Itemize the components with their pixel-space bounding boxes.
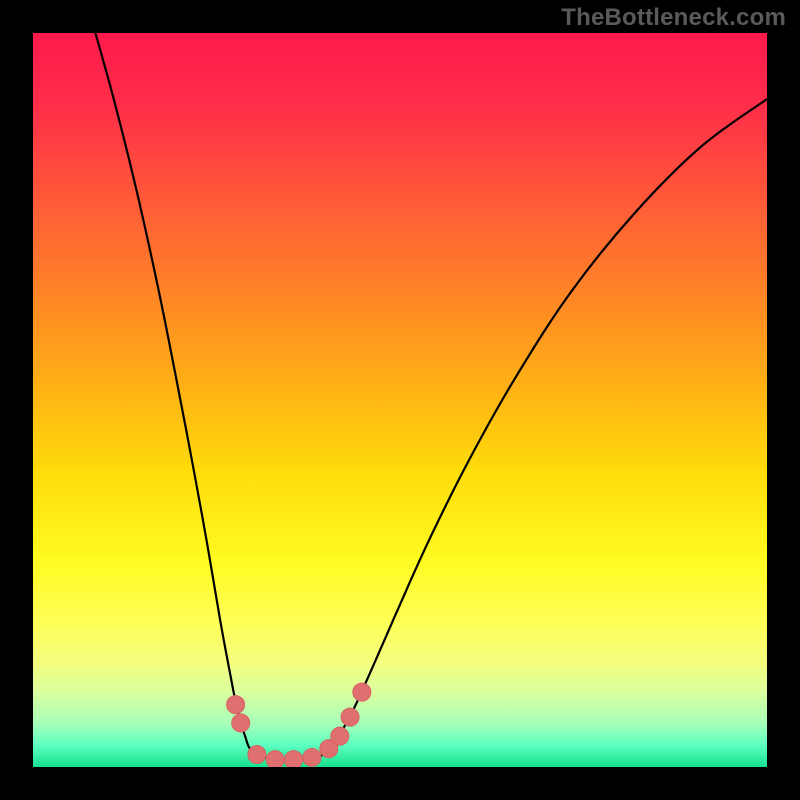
valley-marker <box>232 714 250 732</box>
valley-marker <box>341 708 359 726</box>
valley-marker <box>303 748 321 766</box>
curve-svg <box>33 33 767 767</box>
valley-marker <box>266 751 284 767</box>
valley-marker <box>331 727 349 745</box>
valley-marker <box>248 746 266 764</box>
plot-area <box>33 33 767 767</box>
bottleneck-curve <box>95 33 767 760</box>
valley-marker <box>227 696 245 714</box>
watermark-text: TheBottleneck.com <box>561 4 786 32</box>
valley-marker <box>285 751 303 767</box>
valley-marker <box>353 683 371 701</box>
